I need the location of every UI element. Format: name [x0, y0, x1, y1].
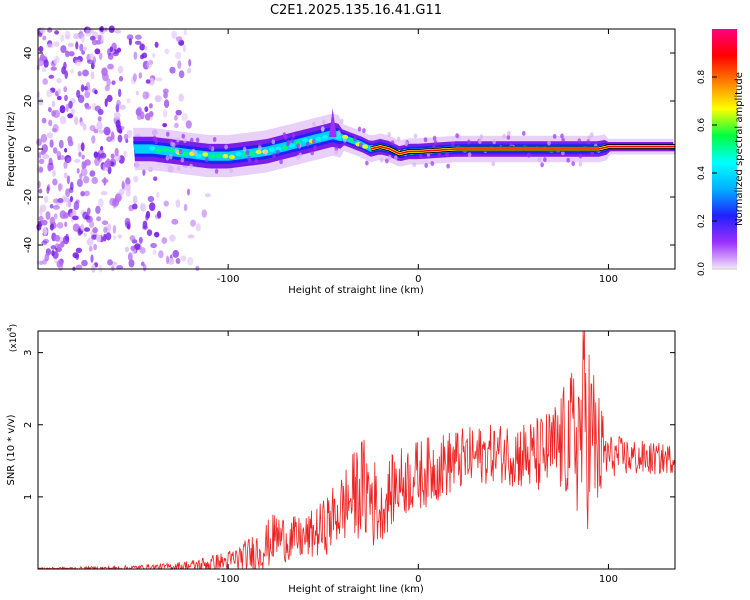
snr-ytick-label: 2 [23, 422, 34, 428]
colorbar-gradient [712, 29, 737, 269]
spectrogram-ytick-label: 0 [23, 146, 34, 152]
spectrogram-ytick-label: 20 [23, 95, 34, 108]
spectrogram-heat [36, 25, 676, 273]
ridge-core [370, 144, 675, 157]
snr-multiplier-exp: 4 [6, 327, 14, 332]
snr-xtick-label: 0 [415, 574, 421, 585]
snr-frame [37, 330, 676, 570]
snr-ytick-label: 1 [23, 494, 34, 500]
spectrogram-ylabel: Frequency (Hz) [6, 111, 17, 187]
colorbar-ticks: 0.0 0.2 0.4 0.6 0.8 [697, 70, 737, 277]
snr-xtick-label: 100 [599, 574, 618, 585]
snr-multiplier: (x104) [6, 324, 19, 352]
spectrogram-frame [37, 28, 676, 270]
spectrogram-xtick-label: 100 [599, 274, 618, 285]
colorbar-tick-label: 0.4 [697, 166, 707, 181]
spectrogram-xtick-label: -100 [217, 274, 240, 285]
spectrogram-ticks: -100 0 100 -40 -20 0 20 40 [23, 29, 675, 285]
spectrogram-ytick-label: -40 [23, 237, 34, 253]
snr-xtick-label: -100 [217, 574, 240, 585]
colorbar-tick-label: 0.2 [697, 214, 707, 228]
svg-text:(x104): (x104) [6, 324, 19, 352]
snr-multiplier-base: (x10 [9, 332, 19, 353]
chart-title: C2E1.2025.135.16.41.G11 [270, 3, 442, 18]
colorbar: 0.0 0.2 0.4 0.6 0.8 Normalized spectral ampl… [697, 29, 745, 276]
spectrogram-ytick-label: -20 [23, 189, 34, 205]
spectrogram-ytick-label: 40 [23, 47, 34, 60]
snr-ylabel: SNR (10 * v/v) [6, 414, 17, 485]
snr-panel: -100 0 100 1 2 3 Height of straight line (km)… [6, 324, 676, 595]
spectrogram-panel: -100 0 100 -40 -20 0 20 40 Height of straight l… [6, 25, 676, 296]
snr-ticks: -100 0 100 1 2 3 [23, 331, 675, 585]
colorbar-tick-label: 0.0 [697, 262, 707, 277]
snr-xlabel: Height of straight line (km) [288, 584, 424, 595]
spectrogram-xlabel: Height of straight line (km) [288, 285, 424, 296]
spectrogram-xtick-label: 0 [415, 274, 421, 285]
noise-speckles [36, 25, 211, 273]
snr-ytick-label: 3 [23, 349, 34, 355]
colorbar-tick-label: 0.6 [697, 118, 707, 133]
colorbar-tick-label: 0.8 [697, 70, 707, 85]
snr-frame-bg [38, 331, 675, 569]
colorbar-label: Normalized spectral amplitude [734, 72, 745, 226]
